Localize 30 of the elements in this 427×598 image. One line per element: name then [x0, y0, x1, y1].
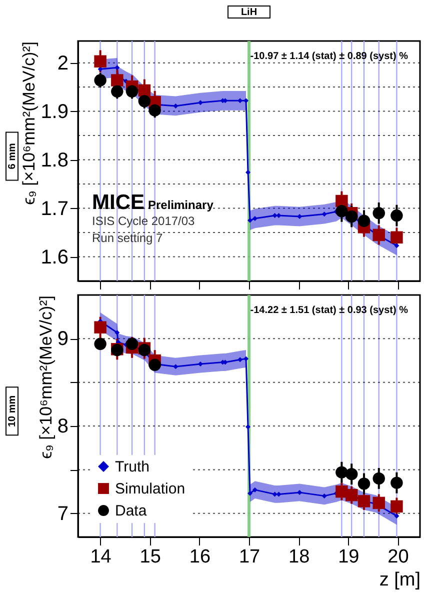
annotation: Preliminary [148, 198, 214, 212]
annotation: MICE [92, 191, 144, 214]
y-axis-title: ϵ₉ [×10⁶mm²(MeV/c)²] [20, 42, 39, 205]
annotation: ISIS Cycle 2017/03 [92, 214, 196, 228]
x-axis-title: z [m] [379, 570, 420, 590]
y-tick-label: 7 [57, 502, 68, 525]
x-tick-label: 17 [238, 546, 260, 568]
y-tick-label: 8 [57, 416, 68, 438]
y-tick-label: 1.7 [40, 198, 68, 220]
x-tick-label: 16 [189, 546, 211, 568]
y-tick-label: 1.6 [40, 246, 68, 268]
x-tick-label: 15 [140, 546, 161, 568]
chart-title: LiH [240, 7, 258, 18]
x-tick-label: 19 [338, 546, 360, 568]
y-tick-label: 1.8 [40, 149, 68, 172]
annotation: -10.97 ± 1.14 (stat) ± 0.89 (syst) % [250, 51, 408, 62]
legend-label: Simulation [115, 480, 186, 498]
text: 6 mm [7, 143, 18, 170]
y-tick-label: 2 [57, 52, 68, 74]
y-axis-title: ϵ₉ [×10⁶mm²(MeV/c)²] [36, 296, 56, 459]
x-tick-label: 18 [288, 546, 310, 568]
legend-label: Data [115, 502, 148, 520]
annotation: Run setting 7 [92, 231, 164, 245]
y-tick-label: 1.9 [40, 100, 68, 123]
text: 10 mm [7, 395, 18, 428]
x-tick-label: 20 [388, 546, 409, 568]
y-tick-label: 9 [57, 328, 68, 350]
x-tick-label: 14 [90, 546, 112, 568]
annotation: -14.22 ± 1.51 (stat) ± 0.93 (syst) % [250, 305, 408, 316]
legend-label: Truth [115, 458, 150, 476]
